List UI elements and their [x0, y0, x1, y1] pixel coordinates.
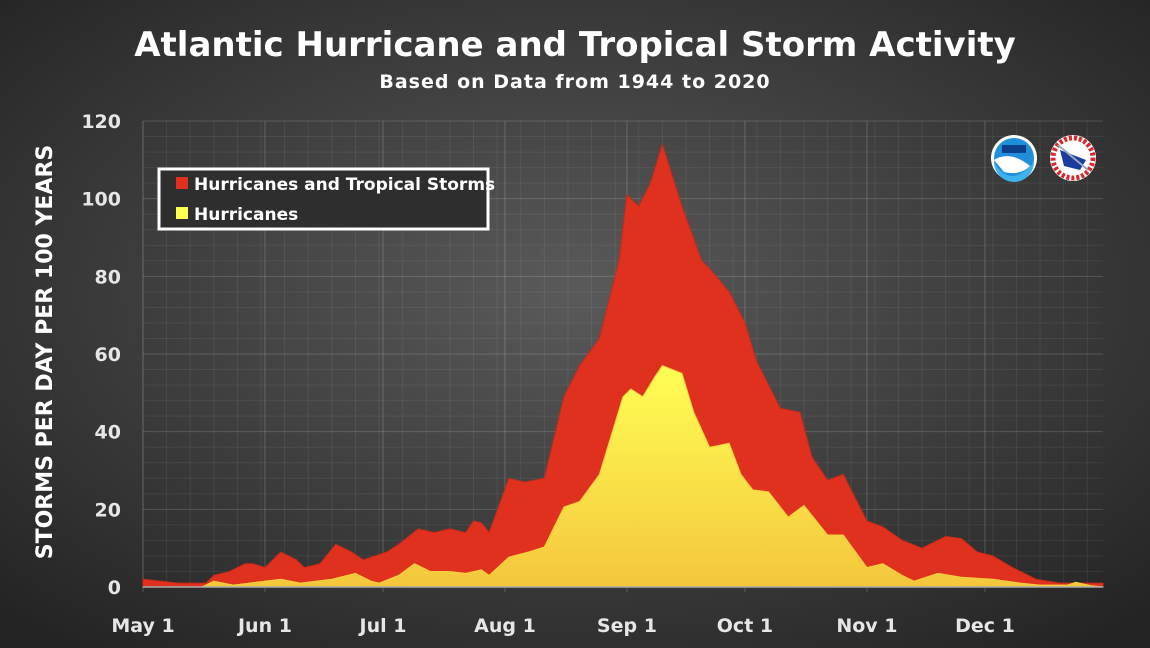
legend-swatch-hurricanes — [176, 207, 188, 219]
x-tick-label: Dec 1 — [955, 615, 1015, 637]
x-tick-label: Sep 1 — [597, 615, 657, 637]
legend: Hurricanes and Tropical Storms Hurricane… — [157, 167, 495, 231]
legend-box — [157, 167, 490, 231]
x-tick-label: Jul 1 — [358, 615, 407, 637]
y-tick-label: 80 — [95, 266, 121, 288]
area-total-storms — [142, 143, 1104, 588]
x-tick-label: Aug 1 — [474, 615, 536, 637]
x-tick-labels: May 1 Jun 1 Jul 1 Aug 1 Sep 1 Oct 1 Nov 1 Dec 1 — [111, 615, 1015, 637]
y-tick-label: 20 — [95, 499, 121, 521]
legend-swatch-total — [176, 177, 188, 189]
y-axis-label: STORMS PER DAY PER 100 YEARS — [33, 145, 58, 560]
area-hurricanes — [142, 365, 1104, 588]
y-tick-label: 100 — [81, 189, 121, 211]
y-tick-labels: 0 20 40 60 80 100 120 — [81, 111, 121, 599]
legend-label-total: Hurricanes and Tropical Storms — [194, 175, 495, 195]
legend-label-hurricanes: Hurricanes — [194, 205, 298, 225]
area-series — [142, 143, 1104, 588]
chart-title: Atlantic Hurricane and Tropical Storm Ac… — [134, 25, 1016, 65]
y-tick-label: 40 — [95, 422, 121, 444]
noaa-logo — [991, 135, 1037, 182]
x-tick-label: Oct 1 — [717, 615, 773, 637]
nws-logo — [1050, 135, 1096, 181]
y-tick-label: 60 — [95, 344, 121, 366]
chart-subtitle: Based on Data from 1944 to 2020 — [379, 71, 770, 93]
x-tick-label: May 1 — [111, 615, 174, 637]
y-tick-label: 0 — [108, 577, 121, 599]
x-tick-label: Nov 1 — [836, 615, 897, 637]
y-tick-label: 120 — [81, 111, 121, 133]
x-tick-label: Jun 1 — [236, 615, 292, 637]
